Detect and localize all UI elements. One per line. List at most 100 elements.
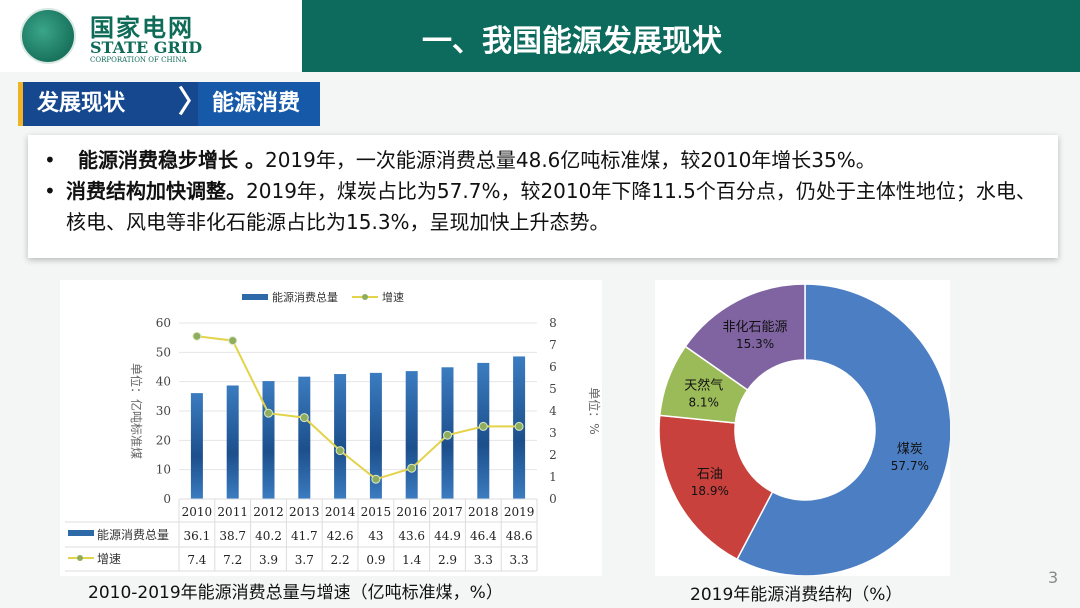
y-tick-label: 60 <box>156 316 171 330</box>
bullet-bold: 能源消费稳步增长 。 <box>78 148 265 172</box>
table-value-speed: 1.4 <box>402 553 421 567</box>
y2-tick-label: 7 <box>549 338 557 352</box>
bar <box>334 374 347 499</box>
y2-tick-label: 5 <box>549 382 557 396</box>
line-point <box>478 421 488 431</box>
table-value-speed: 2.9 <box>438 553 457 567</box>
y2-tick-label: 1 <box>549 470 557 484</box>
breadcrumb-section: 发展现状 <box>23 82 178 126</box>
bar <box>298 376 311 499</box>
line-point <box>371 474 381 484</box>
table-value-total: 46.4 <box>470 529 497 543</box>
x-tick-label: 2019 <box>504 505 535 519</box>
x-tick-label: 2011 <box>217 505 248 519</box>
y2-tick-label: 4 <box>549 404 557 418</box>
slice-value: 18.9% <box>691 484 729 498</box>
y-tick-label: 40 <box>156 375 171 389</box>
line-point <box>514 421 524 431</box>
header-bar: 一、我国能源发展现状 <box>302 0 1080 72</box>
donut-slice <box>658 414 774 561</box>
y2-tick-label: 8 <box>549 316 557 330</box>
bullet-dot: • <box>44 179 56 203</box>
donut-chart: 煤炭 57.7% 石油 18.9% 天然气 8.1% 非化石能源 15.3% <box>658 283 952 577</box>
legend-bar-label: 能源消费总量 <box>272 290 338 304</box>
bar <box>477 362 490 499</box>
x-tick-label: 2010 <box>182 505 213 519</box>
bullet-item: • 能源消费稳步增长 。2019年，一次能源消费总量48.6亿吨标准煤，较2010… <box>40 145 1046 176</box>
table-value-speed: 3.3 <box>474 553 493 567</box>
legend-line-label: 增速 <box>382 290 404 304</box>
donut-slice <box>736 283 952 577</box>
slice-value: 57.7% <box>891 459 929 473</box>
chart1-caption: 2010-2019年能源消费总量与增速（亿吨标准煤，%） <box>88 583 503 603</box>
x-tick-label: 2018 <box>468 505 499 519</box>
line-point <box>443 430 452 440</box>
logo-en: STATE GRID <box>90 38 203 57</box>
bar-line-chart-panel: 0 10 20 30 40 50 60 0 1 2 3 4 5 6 7 8 单位：亿吨标准煤 单位：% 能源消费总量… <box>60 280 602 576</box>
table-value-speed: 0.9 <box>366 553 385 567</box>
line-point <box>335 446 345 456</box>
line-point <box>228 336 238 346</box>
table-row-label: 能源消费总量 <box>97 528 169 542</box>
table-value-speed: 7.4 <box>187 553 206 567</box>
page-title: 一、我国能源发展现状 <box>422 24 722 59</box>
table-value-speed: 2.2 <box>331 553 350 567</box>
table-value-total: 48.6 <box>506 529 533 543</box>
bar <box>226 385 239 499</box>
donut-chart-panel: 煤炭 57.7% 石油 18.9% 天然气 8.1% 非化石能源 15.3% <box>655 280 952 577</box>
table-line-marker <box>77 555 83 561</box>
y-tick-label: 50 <box>156 345 171 359</box>
slice-value: 15.3% <box>736 337 774 351</box>
bar <box>262 381 275 499</box>
bullet-text: 2019年，煤炭占比为57.7%，较2010年下降11.5个百分点，仍处于主体性… <box>66 179 1036 234</box>
summary-box: • 能源消费稳步增长 。2019年，一次能源消费总量48.6亿吨标准煤，较2010… <box>28 135 1058 258</box>
y-tick-label: 10 <box>156 463 171 477</box>
logo-cn: 国家电网 <box>90 14 194 42</box>
legend-bar-swatch <box>242 294 268 300</box>
slice-label: 非化石能源 <box>723 320 788 335</box>
y2-tick-label: 0 <box>549 492 557 506</box>
y2-tick-label: 3 <box>549 426 557 440</box>
table-bar-swatch <box>68 530 94 536</box>
donut-slice <box>684 283 806 391</box>
page-number: 3 <box>1048 568 1059 587</box>
x-tick-label: 2013 <box>289 505 320 519</box>
y-axis-label: 单位：亿吨标准煤 <box>129 363 144 459</box>
logo: 国家电网 STATE GRID CORPORATION OF CHINA <box>0 0 302 72</box>
breadcrumb: 发展现状 〉 能源消费 <box>18 82 320 126</box>
y-tick-label: 30 <box>156 404 171 418</box>
table-row-label: 增速 <box>97 552 121 566</box>
line-point <box>192 331 202 341</box>
table-value-speed: 3.9 <box>259 553 278 567</box>
bar <box>369 372 382 499</box>
slice-value: 8.1% <box>688 395 719 409</box>
table-value-total: 40.2 <box>255 529 282 543</box>
slice-label: 天然气 <box>684 377 723 393</box>
slice-label: 石油 <box>697 467 723 482</box>
state-grid-globe-icon <box>20 8 76 64</box>
line-point <box>264 408 273 418</box>
x-tick-label: 2015 <box>361 505 392 519</box>
bar <box>405 371 418 499</box>
x-tick-label: 2017 <box>432 505 463 519</box>
breadcrumb-sub: 能源消费 <box>212 91 301 116</box>
bar-line-chart: 0 10 20 30 40 50 60 0 1 2 3 4 5 6 7 8 单位：亿吨标准煤 单位：% 能源消费总量… <box>65 290 602 572</box>
bullet-item: • 消费结构加快调整。2019年，煤炭占比为57.7%，较2010年下降11.5个… <box>40 176 1046 238</box>
y2-tick-label: 6 <box>549 360 557 374</box>
x-tick-label: 2016 <box>396 505 427 519</box>
y2-tick-label: 2 <box>549 448 557 462</box>
logo-sub: CORPORATION OF CHINA <box>90 56 187 64</box>
y-tick-label: 20 <box>156 433 171 447</box>
legend-line-marker <box>362 294 368 300</box>
bar <box>190 393 203 499</box>
x-tick-label: 2014 <box>325 505 356 519</box>
y2-axis-label: 单位：% <box>587 387 602 434</box>
table-value-total: 43.6 <box>398 529 425 543</box>
line-point <box>299 413 309 423</box>
bullet-dot: • <box>44 148 56 172</box>
y-tick-label: 0 <box>163 492 171 506</box>
bullet-bold: 消费结构加快调整。 <box>66 179 247 203</box>
chevron-right-icon: 〉 <box>178 82 208 126</box>
speed-line <box>196 335 520 481</box>
x-tick-label: 2012 <box>253 505 284 519</box>
